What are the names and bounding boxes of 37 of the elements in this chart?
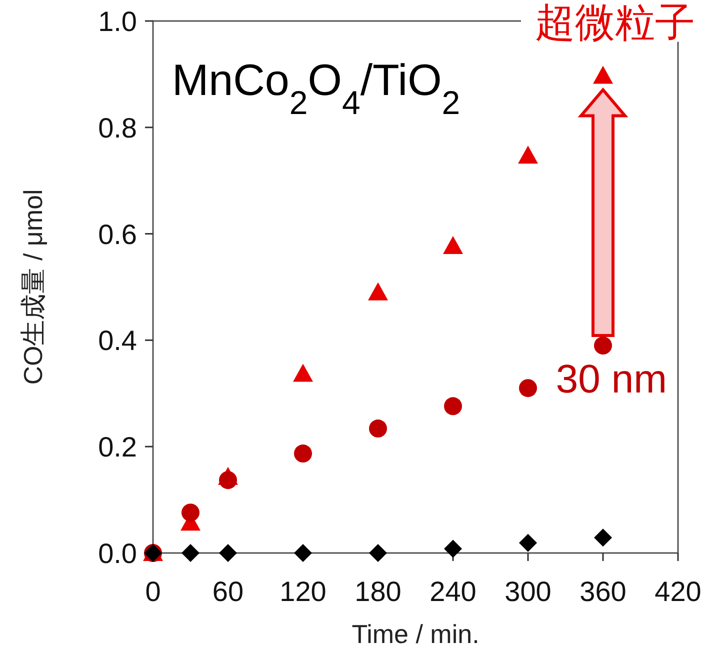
point bbox=[593, 66, 613, 84]
y-axis-title: CO生成量 / μmol bbox=[18, 189, 48, 385]
point bbox=[368, 282, 388, 300]
point bbox=[594, 336, 612, 355]
x-tick-label: 60 bbox=[212, 576, 244, 607]
point bbox=[594, 528, 612, 547]
y-tick-label: 0.0 bbox=[98, 538, 137, 569]
point bbox=[293, 364, 313, 382]
point bbox=[444, 397, 462, 416]
point bbox=[518, 146, 538, 164]
x-tick-label: 180 bbox=[354, 576, 402, 607]
point bbox=[182, 504, 200, 522]
x-tick-label: 0 bbox=[145, 576, 161, 607]
x-tick-label: 420 bbox=[654, 576, 702, 607]
text: MnCo$_{2}$O$_{4}$/TiO$_{2}$ bbox=[172, 56, 460, 120]
annotation: 超微粒子 bbox=[535, 0, 695, 45]
point bbox=[369, 420, 387, 438]
point bbox=[369, 544, 387, 562]
y-tick-label: 0.8 bbox=[98, 112, 137, 144]
y-tick-label: 0.4 bbox=[98, 325, 137, 356]
point bbox=[444, 540, 462, 558]
point bbox=[519, 534, 537, 552]
point bbox=[443, 236, 463, 254]
point bbox=[294, 544, 312, 562]
x-tick-label: 360 bbox=[580, 576, 626, 607]
x-tick-label: 300 bbox=[504, 576, 552, 607]
x-tick-label: 120 bbox=[280, 576, 326, 607]
x-tick-label: 240 bbox=[430, 576, 476, 607]
point bbox=[294, 444, 312, 463]
y-tick-label: 0.6 bbox=[98, 218, 137, 250]
y-tick-label: 0.2 bbox=[98, 432, 137, 463]
point bbox=[519, 379, 537, 398]
point bbox=[219, 544, 237, 562]
annotation: 30 nm bbox=[556, 358, 667, 402]
point bbox=[182, 544, 200, 562]
x-axis-title: Time / min. bbox=[352, 619, 480, 649]
y-tick-label: 1.0 bbox=[98, 6, 137, 37]
